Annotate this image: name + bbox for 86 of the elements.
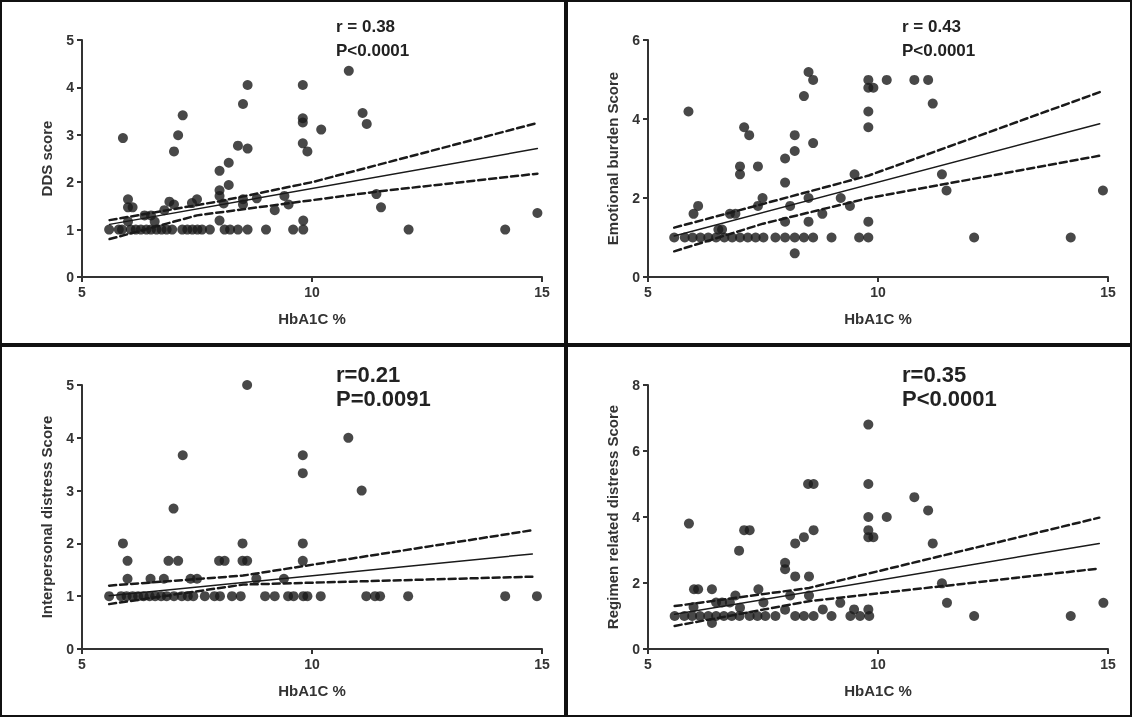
point (297, 538, 308, 549)
point (219, 555, 230, 566)
x-tick-label: 15 (1100, 284, 1116, 300)
point (500, 591, 511, 602)
point (104, 591, 115, 602)
y-tick-label: 6 (632, 443, 641, 459)
point (403, 591, 414, 602)
point (242, 555, 253, 566)
point (168, 503, 179, 514)
point (269, 591, 280, 602)
y-tick-label: 3 (66, 126, 75, 143)
point (302, 591, 313, 602)
line-series (672, 154, 1101, 253)
point (117, 538, 128, 549)
y-axis-title: Emotional burden Score (604, 71, 621, 246)
y-tick-label: 1 (66, 588, 75, 605)
annotation: r=0.21 (336, 361, 401, 387)
point (297, 468, 308, 479)
point (288, 591, 299, 602)
x-tick-label: 15 (1100, 656, 1116, 672)
x-tick-label: 10 (304, 656, 320, 672)
y-tick-label: 2 (632, 575, 641, 591)
point (235, 591, 246, 602)
x-tick-label: 10 (870, 656, 886, 672)
x-axis-title: HbA1C % (278, 682, 346, 699)
point (260, 591, 271, 602)
line-series (672, 90, 1101, 229)
point (226, 591, 237, 602)
y-tick-label: 0 (66, 269, 75, 285)
point (177, 450, 188, 461)
point (361, 591, 372, 602)
y-tick-label: 0 (632, 641, 641, 657)
y-tick-label: 4 (632, 509, 641, 525)
x-tick-label: 15 (534, 656, 550, 672)
point (199, 591, 210, 602)
y-tick-label: 0 (632, 269, 641, 285)
annotation: P<0.0001 (336, 41, 410, 60)
y-tick-label: 2 (632, 190, 641, 206)
x-tick-label: 5 (644, 284, 653, 300)
line-series (108, 121, 539, 222)
point (122, 555, 133, 566)
point (375, 591, 386, 602)
y-tick-label: 2 (66, 174, 75, 191)
point (315, 591, 326, 602)
point (297, 450, 308, 461)
y-tick-label: 4 (632, 111, 641, 127)
x-axis-title: HbA1C % (278, 310, 346, 327)
point (237, 538, 248, 549)
y-axis-title: Interpersonal distress Score (38, 415, 55, 619)
point (356, 485, 367, 496)
text: r = 0.43 (902, 17, 962, 36)
annotation: P<0.0001 (902, 385, 997, 411)
point (173, 555, 184, 566)
y-tick-label: 3 (66, 482, 75, 499)
x-tick-label: 5 (78, 656, 87, 672)
annotation: P=0.0091 (336, 385, 431, 411)
annotation: P<0.0001 (902, 41, 976, 60)
x-tick-label: 5 (644, 656, 653, 672)
point (122, 573, 133, 584)
y-tick-label: 8 (632, 377, 641, 393)
x-tick-label: 10 (304, 284, 320, 300)
y-tick-label: 5 (66, 377, 75, 393)
point (343, 432, 354, 443)
point (297, 555, 308, 566)
x-tick-label: 5 (78, 284, 87, 300)
x-axis-title: HbA1C % (844, 310, 912, 327)
point (531, 591, 542, 602)
y-tick-label: 5 (66, 32, 75, 48)
annotation: r=0.35 (902, 361, 967, 387)
y-tick-label: 6 (632, 32, 641, 48)
x-axis-title: HbA1C % (844, 682, 912, 699)
y-axis-title: Regimen related distress Score (604, 404, 621, 630)
point (242, 380, 253, 390)
point (215, 591, 225, 602)
line-series (108, 172, 539, 241)
x-tick-label: 15 (534, 284, 550, 300)
y-axis-title: DDS score (38, 120, 55, 197)
y-tick-label: 4 (66, 79, 75, 96)
y-tick-label: 1 (66, 221, 75, 238)
y-tick-label: 0 (66, 641, 75, 657)
y-tick-label: 2 (66, 535, 75, 552)
x-tick-label: 10 (870, 284, 886, 300)
y-tick-label: 4 (66, 429, 75, 446)
point (188, 591, 199, 602)
point (163, 555, 174, 566)
text: r = 0.38 (336, 17, 396, 36)
